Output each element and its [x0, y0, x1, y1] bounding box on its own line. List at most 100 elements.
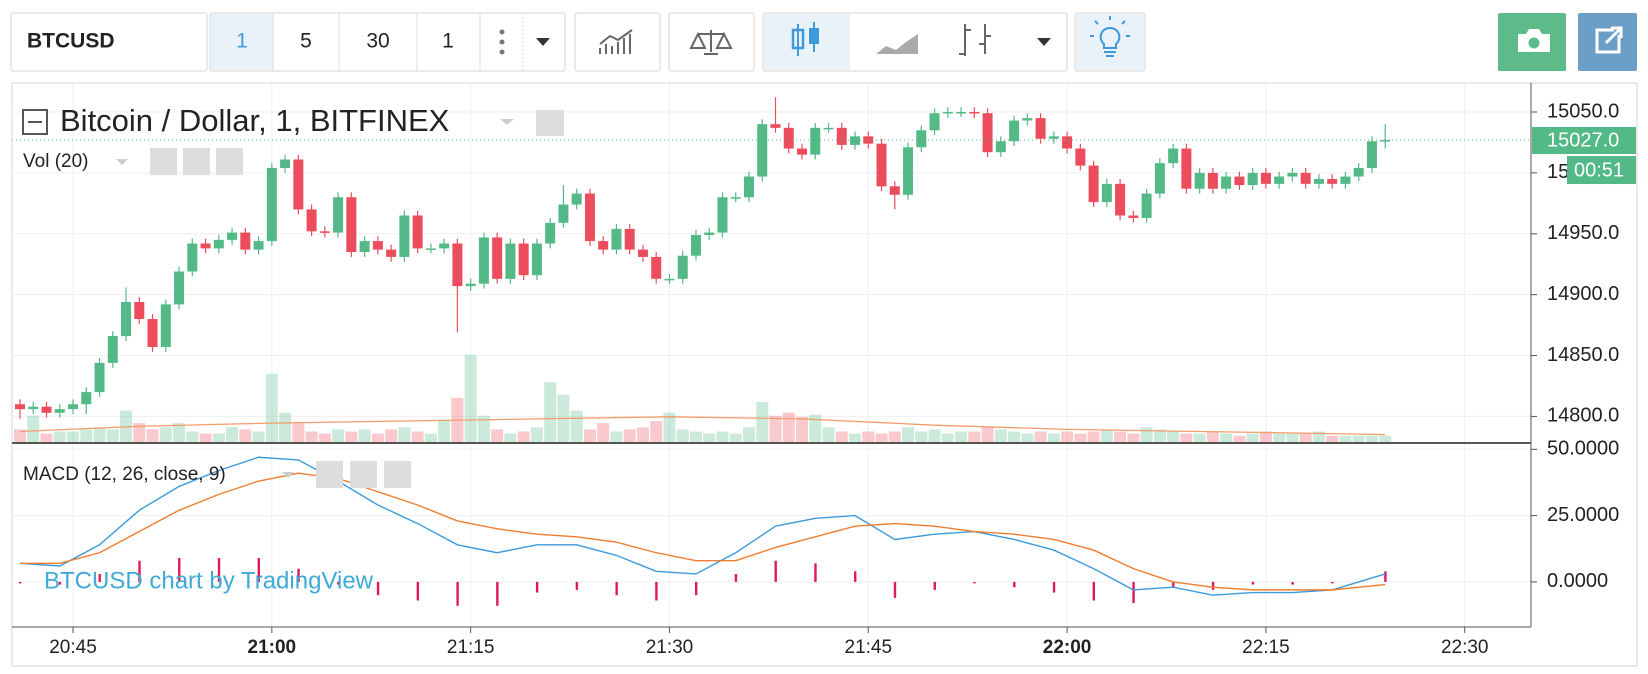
dropdown-arrow[interactable]	[1037, 38, 1051, 46]
volume-bar	[173, 423, 186, 442]
candle-body	[1340, 176, 1351, 184]
volume-bar	[928, 429, 941, 442]
histogram-bar	[575, 581, 579, 590]
macd-settings[interactable]	[350, 461, 377, 488]
histogram-bar	[615, 581, 618, 596]
candle-body	[730, 197, 741, 199]
bars-icon[interactable]	[959, 24, 991, 56]
candle-icon-body	[809, 28, 819, 44]
candle-body	[1207, 172, 1218, 189]
volume-bar	[27, 415, 40, 442]
y-tick-label: 14800.0	[1547, 405, 1619, 427]
volume-dropdown[interactable]	[116, 159, 128, 165]
volume-bar	[650, 421, 663, 442]
candle-body	[452, 243, 463, 287]
volume-bar	[491, 429, 504, 442]
symbol-box[interactable]	[10, 12, 208, 72]
histogram-bar	[376, 581, 380, 596]
interval-button[interactable]: 1	[442, 30, 454, 53]
candle-body	[1035, 118, 1046, 139]
histogram-bar	[973, 581, 976, 584]
candle-body	[783, 127, 794, 149]
volume-bar	[1312, 431, 1325, 442]
volume-bar	[544, 382, 557, 442]
volume-bar	[146, 429, 159, 442]
histogram-bar	[734, 573, 738, 582]
candle-body	[1287, 172, 1298, 177]
candle-body	[54, 409, 65, 413]
histogram-bar	[1172, 581, 1175, 588]
volume-bar	[159, 427, 172, 442]
histogram-bar	[138, 560, 141, 582]
macd-legend: MACD (12, 26, close, 9)	[23, 464, 226, 485]
volume-bar	[809, 414, 822, 442]
candle-body	[1154, 163, 1165, 194]
candle-body	[545, 222, 556, 244]
last-price-box	[1532, 127, 1636, 155]
volume-bar	[345, 431, 358, 442]
candle-body	[850, 136, 861, 145]
volume-eye[interactable]	[150, 148, 177, 175]
interval-button[interactable]: 5	[300, 30, 312, 53]
volume-remove[interactable]	[216, 148, 243, 175]
dropdown-arrow[interactable]	[536, 38, 550, 46]
volume-bar	[1153, 429, 1166, 442]
volume-bar	[517, 431, 530, 442]
candle-body	[478, 237, 489, 284]
volume-bar	[305, 431, 318, 442]
candle-body	[359, 241, 370, 253]
candle-body	[1088, 165, 1099, 203]
macd-dropdown[interactable]	[282, 472, 294, 478]
more-icon[interactable]	[499, 29, 505, 55]
histogram-bar	[1092, 581, 1096, 601]
candle-body	[28, 406, 39, 410]
candle-body	[757, 124, 768, 177]
macd-eye[interactable]	[316, 461, 343, 488]
volume-bar	[80, 429, 93, 442]
interval-button[interactable]: 1	[236, 30, 248, 53]
popout-icon	[1595, 26, 1623, 54]
interval-group	[209, 12, 566, 72]
volume-settings[interactable]	[183, 148, 210, 175]
histogram-bar	[933, 581, 936, 590]
candle-body	[1075, 148, 1086, 166]
chart-title: Bitcoin / Dollar, 1, BITFINEX	[60, 103, 450, 138]
interval-button[interactable]: 30	[366, 30, 389, 53]
volume-bar	[782, 412, 795, 442]
candle-body	[68, 404, 79, 410]
x-tick-label: 21:30	[646, 637, 694, 658]
area-icon[interactable]	[876, 34, 918, 54]
volume-bar	[796, 416, 809, 442]
y-tick-label: 14850.0	[1547, 344, 1619, 366]
candle-body	[664, 278, 675, 281]
volume-bar	[1127, 433, 1140, 442]
title-dropdown[interactable]	[500, 119, 514, 125]
eye-icon[interactable]	[536, 110, 564, 136]
volume-bar	[583, 429, 596, 442]
candle-body	[571, 193, 582, 205]
compare-icon	[689, 30, 733, 55]
y-tick-label: 14900.0	[1547, 283, 1619, 305]
candle-body	[187, 243, 198, 272]
macd-remove[interactable]	[384, 461, 411, 488]
x-tick-label: 21:00	[248, 637, 297, 658]
candle-body	[531, 243, 542, 276]
candle-body	[1168, 148, 1179, 164]
candle-body	[147, 319, 158, 348]
candle-body	[319, 231, 330, 233]
volume-bar	[398, 427, 411, 442]
y-tick-label: 50.0000	[1547, 438, 1619, 460]
volume-bar	[265, 373, 278, 442]
candle-body	[929, 113, 940, 131]
candle-body	[227, 232, 238, 240]
candle-body	[425, 248, 436, 250]
volume-bar	[1021, 433, 1034, 442]
candle-body	[15, 404, 25, 410]
candle-body	[690, 234, 701, 256]
y-tick-label: 14950.0	[1547, 222, 1619, 244]
candle-body	[1022, 118, 1033, 121]
candle-body	[386, 249, 397, 257]
candle-body	[333, 197, 344, 233]
histogram-bar	[217, 558, 221, 582]
candle-body	[770, 124, 781, 128]
